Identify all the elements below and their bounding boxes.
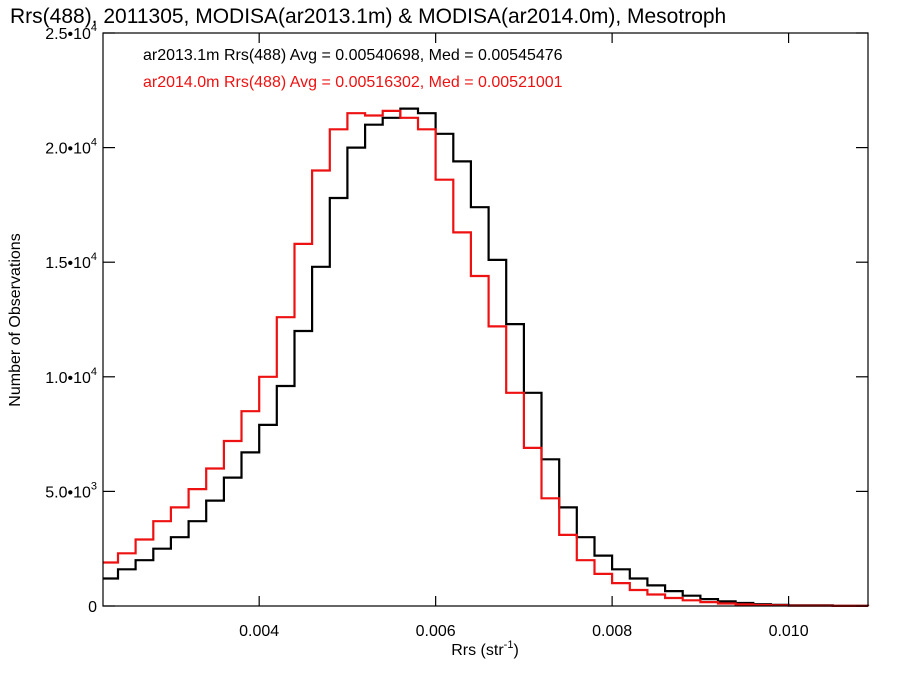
legend-entry-2: ar2014.0m Rrs(488) Avg = 0.00516302, Med… [143,74,563,91]
x-tick-label: 0.004 [239,623,279,640]
x-tick-label: 0.008 [592,623,632,640]
x-tick-label: 0.006 [416,623,456,640]
y-tick-label: 2.0•104 [45,137,97,158]
x-axis: 0.004 0.006 0.008 0.010 [239,33,809,640]
x-tick-label: 0.010 [769,623,809,640]
x-axis-label-text: Rrs (str [451,642,504,659]
x-axis-label-superscript: -1 [504,639,514,651]
plot-frame [102,32,869,607]
x-axis-label-close: ) [513,642,518,659]
y-tick-label: 1.5•104 [45,251,97,272]
y-tick-label: 5.0•103 [45,480,97,501]
x-axis-label: Rrs (str-1) [451,639,519,659]
series-line-1 [103,107,870,607]
y-tick-label: 1.0•104 [45,366,97,387]
legend: ar2013.1m Rrs(488) Avg = 0.00540698, Med… [143,47,563,91]
y-tick-label: 2.5•104 [45,22,97,43]
legend-entry-1: ar2013.1m Rrs(488) Avg = 0.00540698, Med… [143,47,563,64]
y-axis: 0 5.0•103 1.0•104 1.5•104 2.0•104 2.5•104 [45,22,868,616]
y-tick-label: 0 [88,599,97,616]
series-layer [103,107,870,607]
chart-title: Rrs(488), 2011305, MODISA(ar2013.1m) & M… [10,5,726,28]
y-axis-label: Number of Observations [7,233,24,406]
series-line-2 [103,109,870,607]
